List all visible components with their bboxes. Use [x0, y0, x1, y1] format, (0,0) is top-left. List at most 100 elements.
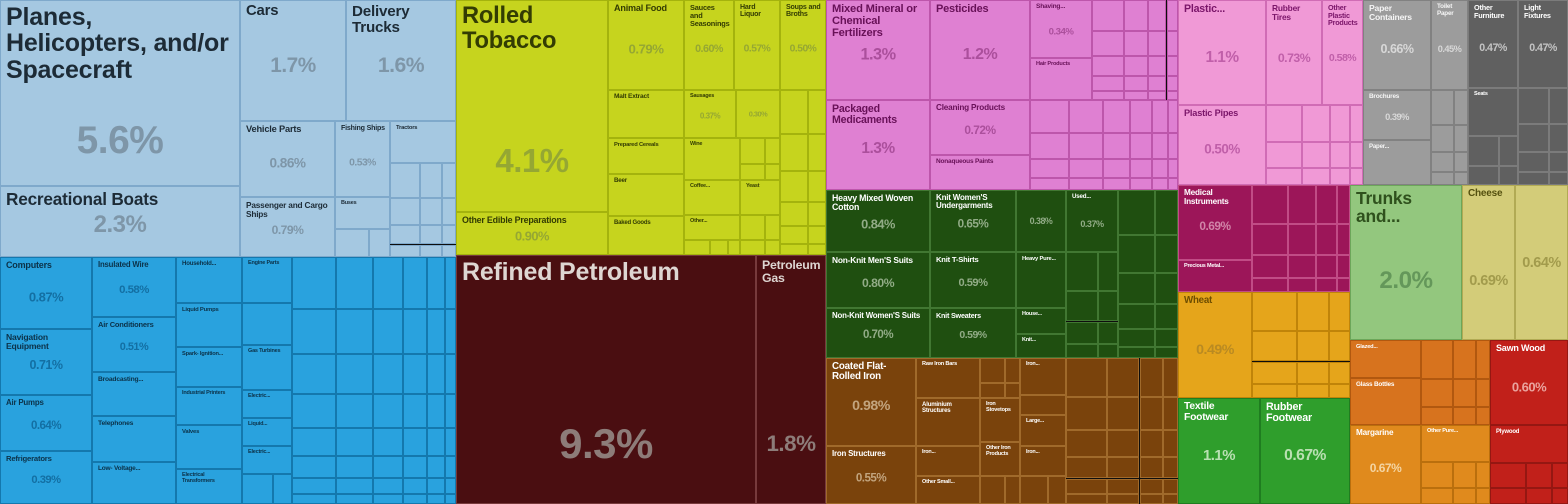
treemap-cell-small[interactable]	[292, 477, 336, 494]
treemap-cell-small[interactable]	[1139, 494, 1164, 504]
treemap-cell-small[interactable]	[1337, 277, 1350, 292]
treemap-cell-small[interactable]	[1066, 478, 1108, 495]
treemap-cell-small[interactable]	[1431, 172, 1454, 185]
treemap-cell-wine[interactable]: Wine	[684, 138, 740, 180]
treemap-cell-coffee[interactable]: Coffee...	[684, 180, 740, 215]
treemap-cell-small[interactable]	[1102, 159, 1131, 179]
treemap-cell-small[interactable]	[1350, 105, 1363, 142]
treemap-cell-other-plastic-products[interactable]: Other Plastic Products 0.58%	[1322, 0, 1363, 105]
treemap-cell-small[interactable]	[1168, 100, 1178, 133]
treemap-cell-small[interactable]	[442, 163, 456, 198]
treemap-cell-other-small[interactable]: Other Small...	[916, 476, 980, 504]
treemap-cell-small[interactable]	[1166, 90, 1178, 100]
treemap-cell-small[interactable]	[1301, 168, 1330, 185]
treemap-cell-small[interactable]	[808, 202, 826, 227]
treemap-cell-small[interactable]	[444, 394, 456, 428]
treemap-cell-small[interactable]	[740, 163, 765, 180]
treemap-cell-small[interactable]	[1030, 178, 1070, 190]
treemap-cell-vehicle-parts[interactable]: Vehicle Parts 0.86%	[240, 121, 335, 197]
treemap-cell-small[interactable]	[1316, 185, 1337, 225]
treemap-cell-small[interactable]	[1337, 224, 1350, 256]
treemap-cell-pesticides[interactable]: Pesticides 1.2%	[930, 0, 1030, 100]
treemap-cell-small[interactable]	[1518, 88, 1549, 124]
treemap-cell-small[interactable]	[372, 354, 404, 395]
treemap-cell-household[interactable]: Household...	[176, 257, 242, 303]
treemap-cell-iron[interactable]: Iron...	[916, 446, 980, 476]
treemap-cell-small[interactable]	[1296, 383, 1330, 398]
treemap-cell-small[interactable]	[335, 428, 373, 456]
treemap-cell-small[interactable]	[1350, 141, 1363, 169]
treemap-cell-petroleum-gas[interactable]: Petroleum Gas 1.8%	[756, 255, 826, 504]
treemap-cell-small[interactable]	[272, 474, 292, 504]
treemap-cell-small[interactable]	[1107, 494, 1140, 504]
treemap-cell-small[interactable]	[1166, 76, 1178, 91]
treemap-cell-small[interactable]	[1163, 478, 1178, 495]
treemap-cell-aluminium-structures[interactable]: Aluminium Structures	[916, 398, 980, 446]
treemap-cell-small[interactable]	[1525, 463, 1552, 489]
treemap-cell-small[interactable]	[1490, 463, 1526, 489]
treemap-cell-small[interactable]	[1163, 429, 1178, 457]
treemap-cell-small[interactable]	[1139, 358, 1164, 397]
treemap-cell-small[interactable]	[1498, 136, 1518, 167]
treemap-cell-small[interactable]	[980, 358, 1005, 383]
treemap-cell-small[interactable]	[764, 163, 780, 180]
treemap-cell-small[interactable]	[444, 354, 456, 395]
treemap-cell-small[interactable]	[1030, 100, 1070, 133]
treemap-cell-unlabeled[interactable]: 0.64%	[1515, 185, 1568, 340]
treemap-cell-small[interactable]	[1066, 358, 1108, 397]
treemap-cell-small[interactable]	[390, 197, 421, 225]
treemap-cell-planes-helicopters-and-or-spacecraft[interactable]: Planes, Helicopters, and/or Spacecraft 5.…	[0, 0, 240, 186]
treemap-cell-other-furniture[interactable]: Other Furniture 0.47%	[1468, 0, 1518, 88]
treemap-cell-small[interactable]	[403, 493, 428, 504]
treemap-cell-small[interactable]	[1266, 168, 1302, 185]
treemap-cell-small[interactable]	[1107, 429, 1140, 457]
treemap-cell-beer[interactable]: Beer	[608, 174, 684, 216]
treemap-cell-plywood[interactable]: Plywood	[1490, 425, 1568, 463]
treemap-cell-small[interactable]	[1337, 185, 1350, 225]
treemap-cell-liquid[interactable]: Liquid...	[242, 418, 292, 446]
treemap-cell-small[interactable]	[292, 257, 336, 309]
treemap-cell-small[interactable]	[1548, 151, 1568, 173]
treemap-cell-small[interactable]	[292, 455, 336, 478]
treemap-cell-electric[interactable]: Electric...	[242, 390, 292, 418]
treemap-cell-knit-t-shirts[interactable]: Knit T-Shirts 0.59%	[930, 252, 1016, 308]
treemap-cell-small[interactable]	[420, 197, 443, 225]
treemap-cell-small[interactable]	[1139, 457, 1164, 479]
treemap-cell-small[interactable]	[764, 138, 780, 164]
treemap-cell-small[interactable]	[1066, 429, 1108, 457]
treemap-cell-navigation-equipment[interactable]: Navigation Equipment 0.71%	[0, 329, 92, 395]
treemap-cell-small[interactable]	[1453, 124, 1468, 153]
treemap-cell-small[interactable]	[1525, 488, 1552, 504]
treemap-cell-small[interactable]	[1048, 476, 1066, 504]
treemap-cell-small[interactable]	[1066, 457, 1108, 479]
treemap-cell-small[interactable]	[728, 240, 740, 255]
treemap-cell-iron[interactable]: Iron...	[1020, 446, 1066, 476]
treemap-cell-small[interactable]	[1069, 178, 1103, 190]
treemap-cell-hard-liquor[interactable]: Hard Liquor 0.57%	[734, 0, 780, 90]
treemap-cell-small[interactable]	[1452, 462, 1476, 488]
treemap-cell-insulated-wire[interactable]: Insulated Wire 0.58%	[92, 257, 176, 317]
treemap-cell-small[interactable]	[427, 455, 445, 478]
treemap-cell-small[interactable]	[1316, 224, 1337, 256]
treemap-cell-small[interactable]	[292, 394, 336, 428]
treemap-cell-small[interactable]	[1066, 343, 1098, 358]
treemap-cell-small[interactable]	[1168, 133, 1178, 159]
treemap-cell-iron[interactable]: Iron...	[1020, 358, 1066, 395]
treemap-cell-small[interactable]	[368, 229, 390, 257]
treemap-cell-small[interactable]	[1288, 255, 1317, 278]
treemap-cell-small[interactable]	[1152, 100, 1169, 133]
treemap-cell-small[interactable]	[1296, 292, 1330, 331]
treemap-cell-small[interactable]	[1163, 494, 1178, 504]
treemap-cell-small[interactable]	[1548, 172, 1568, 185]
treemap-cell-small[interactable]	[1329, 105, 1351, 142]
treemap-cell-sausages[interactable]: Sausages 0.37%	[684, 90, 736, 138]
treemap-cell-small[interactable]	[1301, 141, 1330, 169]
treemap-cell-small[interactable]	[1301, 105, 1330, 142]
treemap-cell-small[interactable]	[442, 197, 456, 225]
treemap-cell-small[interactable]	[242, 303, 292, 345]
treemap-cell-small[interactable]	[1168, 159, 1178, 179]
treemap-cell-air-pumps[interactable]: Air Pumps 0.64%	[0, 395, 92, 451]
treemap-cell-textile-footwear[interactable]: Textile Footwear 1.1%	[1178, 398, 1260, 504]
treemap-cell-air-conditioners[interactable]: Air Conditioners 0.51%	[92, 317, 176, 372]
treemap-cell-small[interactable]	[1329, 168, 1351, 185]
